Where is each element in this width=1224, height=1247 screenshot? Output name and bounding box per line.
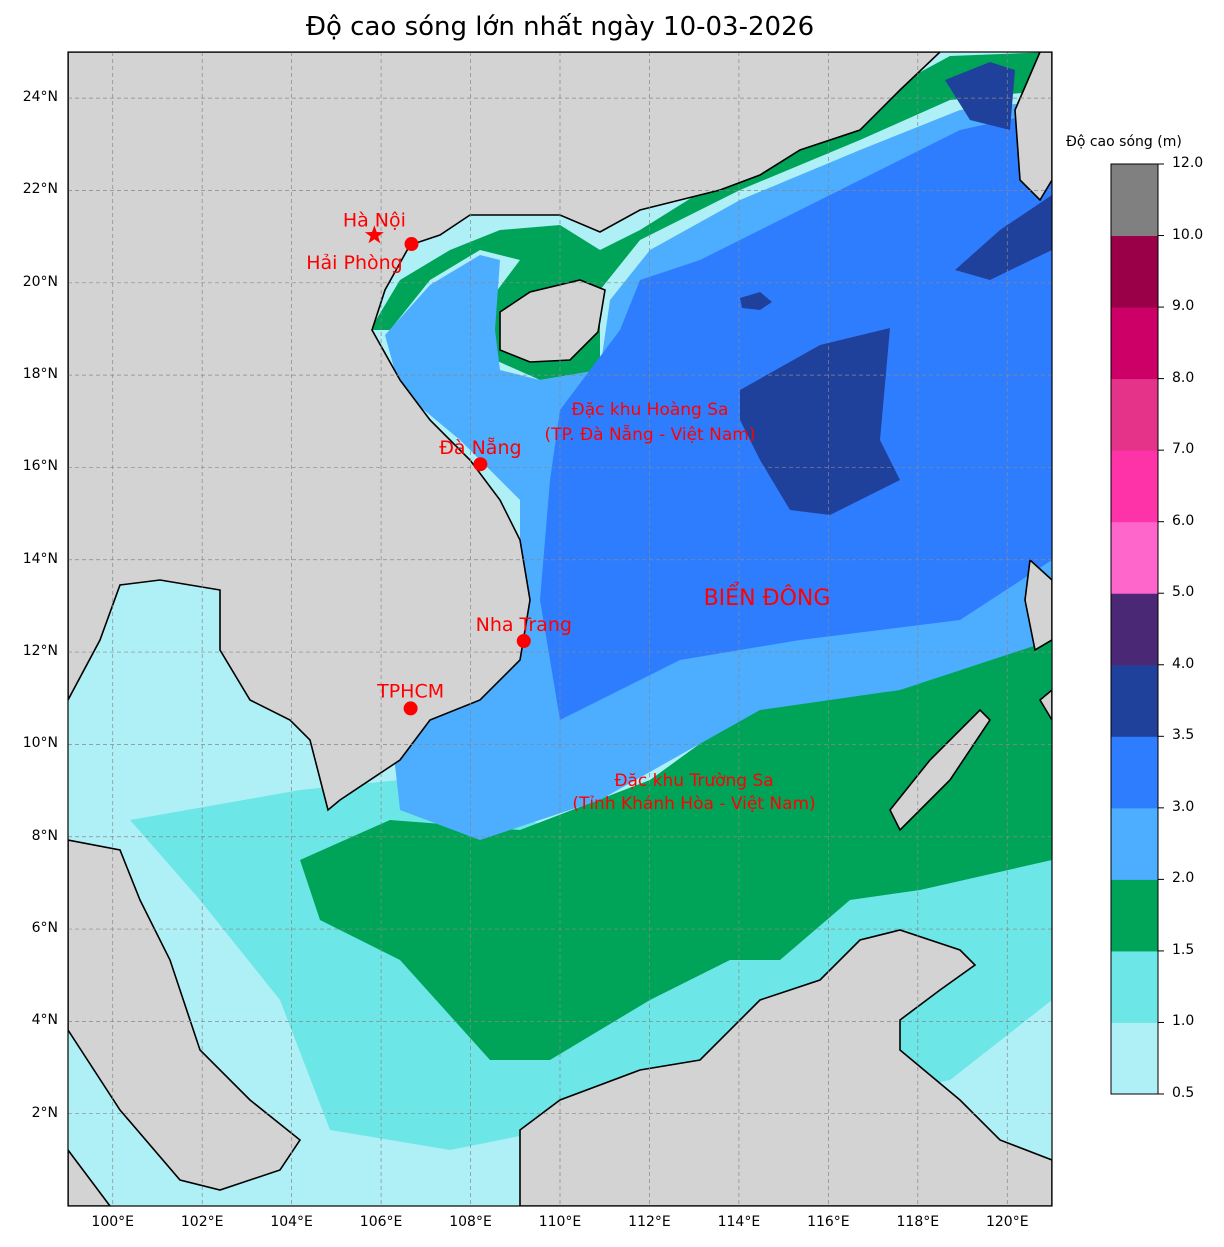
truong-sa-sublabel: (Tỉnh Khánh Hòa - Việt Nam) — [572, 794, 815, 814]
map-frame — [67, 51, 1053, 1207]
colorbar-segment — [1111, 164, 1158, 237]
lon-tick-label: 120°E — [985, 1214, 1029, 1230]
lat-tick-label: 10°N — [22, 735, 58, 752]
lon-tick-label: 106°E — [359, 1214, 403, 1230]
colorbar-tick-label: 1.5 — [1172, 941, 1195, 958]
city-label: Đà Nẵng — [439, 436, 521, 459]
colorbar-tick-label: 8.0 — [1172, 369, 1195, 386]
colorbar-tick-label: 3.5 — [1172, 727, 1195, 744]
colorbar-segment — [1111, 879, 1158, 952]
colorbar-segment — [1111, 664, 1158, 737]
lat-tick-label: 24°N — [22, 89, 58, 106]
city-label: Nha Trang — [476, 614, 572, 636]
land-mainland — [68, 52, 942, 812]
lat-tick-label: 4°N — [31, 1012, 58, 1029]
wave-zone-1.5-2.0 — [300, 380, 1052, 1060]
city-dot-icon — [404, 237, 419, 252]
lat-tick-label: 16°N — [22, 458, 58, 475]
lon-tick-label: 108°E — [449, 1214, 492, 1230]
colorbar-segment — [1111, 593, 1158, 666]
colorbar-title: Độ cao sóng (m) — [1066, 134, 1182, 150]
colorbar-tick-label: 3.0 — [1172, 798, 1195, 815]
land-masses — [68, 52, 1052, 1206]
figure-title: Độ cao sóng lớn nhất ngày 10-03-2026 — [305, 12, 815, 42]
land-taiwan — [1014, 52, 1052, 202]
colorbar-tick-label: 9.0 — [1172, 298, 1195, 315]
colorbar-tick-label: 4.0 — [1172, 655, 1195, 672]
bien-dong-label: BIỂN ĐÔNG — [704, 583, 831, 611]
colorbar-tick-label: 6.0 — [1172, 512, 1195, 529]
colorbar-segment — [1111, 736, 1158, 809]
lat-tick-label: 18°N — [22, 366, 58, 383]
colorbar-tick-label: 7.0 — [1172, 441, 1195, 458]
wave-zone-3.5-4.0 — [740, 328, 900, 515]
colorbar-tick-label: 1.0 — [1172, 1013, 1195, 1030]
lat-tick-label: 6°N — [31, 920, 58, 937]
city-label: Hà Nội — [343, 209, 406, 231]
lon-tick-label: 104°E — [270, 1214, 313, 1230]
colorbar-segment — [1111, 235, 1158, 308]
city-markers: Hà Nội Hải Phòng Đà Nẵng Nha Trang TPHCM — [306, 209, 572, 716]
truong-sa-label: Đặc khu Trường Sa — [614, 771, 773, 791]
colorbar-segment — [1111, 1022, 1158, 1095]
land-sumatra — [68, 1148, 112, 1206]
city-label: Hải Phòng — [306, 252, 402, 274]
wave-zone-3.5-4.0-e — [955, 195, 1052, 280]
lon-tick-label: 118°E — [896, 1214, 940, 1230]
colorbar-tick-label: 5.0 — [1172, 584, 1195, 601]
land-mindanao — [1038, 688, 1052, 722]
land-luzon — [1024, 558, 1052, 652]
lon-tick-label: 114°E — [717, 1214, 761, 1230]
colorbar-tick-label: 2.0 — [1172, 870, 1195, 887]
lon-tick-label: 112°E — [628, 1214, 671, 1230]
lat-tick-label: 20°N — [22, 273, 58, 290]
lat-tick-label: 2°N — [31, 1104, 58, 1121]
colorbar-segment — [1111, 807, 1158, 880]
lat-tick-label: 12°N — [22, 643, 58, 660]
land-malay-peninsula — [68, 839, 302, 1191]
lat-tick-label: 22°N — [22, 181, 58, 198]
wave-zone-3.5-4.0-spot — [740, 292, 772, 310]
colorbar-segment — [1111, 378, 1158, 451]
graticule — [68, 52, 1052, 1206]
hoang-sa-sublabel: (TP. Đà Nẵng - Việt Nam) — [545, 424, 756, 445]
lon-tick-label: 110°E — [538, 1214, 582, 1230]
colorbar-segment — [1111, 450, 1158, 523]
colorbar-segment — [1111, 307, 1158, 380]
lon-tick-label: 100°E — [91, 1214, 134, 1230]
colorbar-segment — [1111, 950, 1158, 1023]
city-dot-icon — [516, 634, 531, 649]
city-dot-icon — [403, 701, 418, 716]
land-hainan — [499, 279, 606, 363]
colorbar-tick-label: 12.0 — [1172, 155, 1204, 171]
colorbar — [1110, 163, 1164, 1095]
lat-tick-label: 8°N — [31, 827, 58, 844]
region-labels: Đặc khu Hoàng Sa (TP. Đà Nẵng - Việt Nam… — [545, 400, 831, 814]
land-palawan — [889, 708, 992, 832]
lon-tick-label: 116°E — [807, 1214, 850, 1230]
city-label: TPHCM — [376, 680, 444, 702]
wave-zone-3.5-4.0-ne — [945, 62, 1015, 130]
city-star-icon — [364, 225, 384, 244]
lon-tick-label: 102°E — [180, 1214, 224, 1230]
city-dot-icon — [473, 457, 488, 472]
colorbar-tick-label: 10.0 — [1172, 226, 1204, 243]
colorbar-tick-label: 0.5 — [1172, 1085, 1195, 1101]
colorbar-frame — [1110, 163, 1159, 1095]
hoang-sa-label: Đặc khu Hoàng Sa — [572, 400, 729, 420]
colorbar-segment — [1111, 521, 1158, 594]
land-borneo — [519, 929, 1052, 1206]
lat-tick-label: 14°N — [22, 550, 58, 567]
